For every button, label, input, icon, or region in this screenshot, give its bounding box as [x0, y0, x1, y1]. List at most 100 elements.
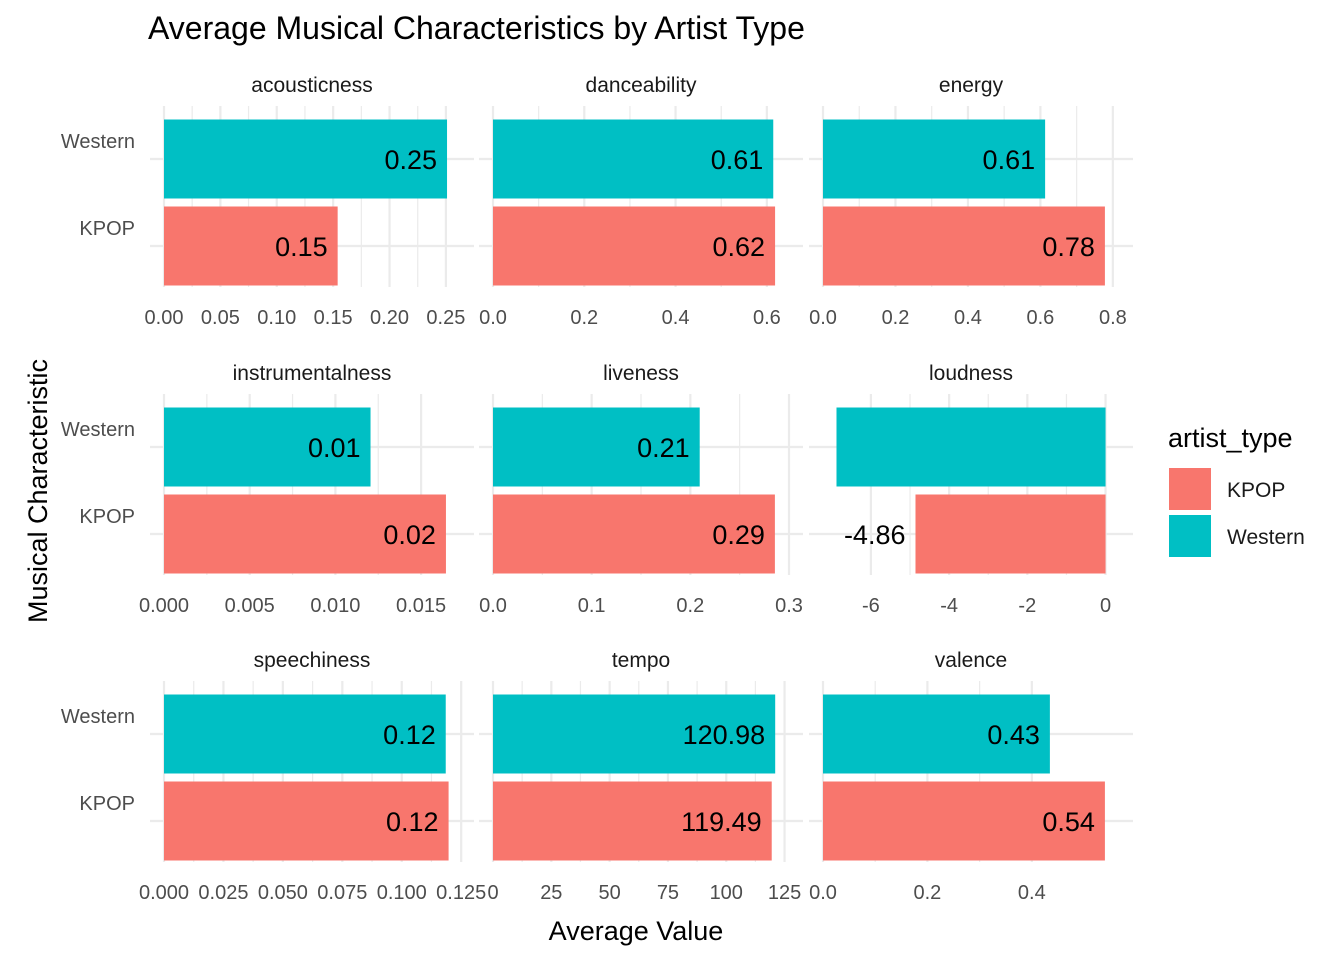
facet-label-acousticness: acousticness — [251, 74, 372, 97]
data-label-danceability-kpop: 0.62 — [713, 232, 766, 262]
x-tick-label-acousticness: 0.25 — [426, 307, 465, 329]
x-tick-label-loudness: -6 — [862, 595, 880, 617]
x-tick-label-danceability: 0.0 — [479, 307, 507, 329]
bar-valence-western — [823, 694, 1050, 774]
y-tick-label-western: Western — [61, 131, 135, 153]
data-label-acousticness-western: 0.25 — [384, 145, 437, 175]
x-tick-label-energy: 0.4 — [954, 307, 982, 329]
legend: artist_type KPOP Western — [1168, 423, 1305, 557]
x-tick-label-danceability: 0.2 — [570, 307, 598, 329]
y-tick-label-western: Western — [61, 706, 135, 728]
x-tick-label-danceability: 0.6 — [753, 307, 781, 329]
x-tick-label-speechiness: 0.075 — [317, 882, 367, 904]
bar-instrumentalness-western — [164, 407, 371, 487]
x-tick-label-loudness: -4 — [940, 595, 958, 617]
x-tick-label-liveness: 0.2 — [676, 595, 704, 617]
data-label-loudness-kpop: -4.86 — [844, 520, 906, 550]
x-tick-label-valence: 0.4 — [1018, 882, 1046, 904]
data-label-acousticness-kpop: 0.15 — [275, 232, 328, 262]
x-tick-label-acousticness: 0.20 — [370, 307, 409, 329]
bar-acousticness-western — [164, 119, 448, 199]
data-label-valence-western: 0.43 — [987, 720, 1040, 750]
facet-label-instrumentalness: instrumentalness — [233, 362, 392, 385]
x-tick-label-liveness: 0.0 — [479, 595, 507, 617]
x-tick-label-loudness: -2 — [1018, 595, 1036, 617]
bar-danceability-kpop — [493, 206, 776, 286]
x-tick-label-danceability: 0.4 — [662, 307, 690, 329]
legend-key-kpop — [1169, 468, 1211, 510]
facet-label-speechiness: speechiness — [254, 649, 371, 672]
data-label-tempo-kpop: 119.49 — [681, 807, 762, 837]
bar-energy-kpop — [823, 206, 1105, 286]
x-tick-label-acousticness: 0.00 — [145, 307, 184, 329]
legend-key-western — [1169, 515, 1211, 557]
chart-title: Average Musical Characteristics by Artis… — [148, 10, 805, 46]
facet-label-valence: valence — [935, 649, 1007, 672]
bar-acousticness-kpop — [164, 206, 338, 286]
data-label-valence-kpop: 0.54 — [1042, 807, 1095, 837]
x-tick-label-speechiness: 0.025 — [198, 882, 248, 904]
facet-label-danceability: danceability — [586, 74, 697, 97]
bar-speechiness-kpop — [164, 781, 449, 861]
x-tick-label-energy: 0.6 — [1027, 307, 1055, 329]
data-label-liveness-kpop: 0.29 — [712, 520, 765, 550]
x-tick-label-loudness: 0 — [1100, 595, 1111, 617]
y-tick-label-kpop: KPOP — [79, 506, 135, 528]
data-label-energy-kpop: 0.78 — [1042, 232, 1095, 262]
legend-label-kpop: KPOP — [1227, 479, 1285, 502]
x-tick-label-energy: 0.8 — [1099, 307, 1127, 329]
x-tick-label-instrumentalness: 0.005 — [225, 595, 275, 617]
legend-label-western: Western — [1227, 526, 1305, 549]
x-tick-label-acousticness: 0.15 — [314, 307, 353, 329]
facet-label-energy: energy — [939, 74, 1004, 97]
data-label-danceability-western: 0.61 — [711, 145, 764, 175]
data-label-instrumentalness-western: 0.01 — [308, 433, 361, 463]
x-tick-label-tempo: 75 — [657, 882, 679, 904]
bar-danceability-western — [493, 119, 774, 199]
x-tick-label-speechiness: 0.100 — [377, 882, 427, 904]
x-tick-label-acousticness: 0.05 — [201, 307, 240, 329]
y-tick-label-kpop: KPOP — [79, 218, 135, 240]
y-axis-title: Musical Characteristic — [23, 359, 53, 623]
x-tick-label-valence: 0.2 — [914, 882, 942, 904]
data-label-tempo-western: 120.98 — [683, 720, 766, 750]
y-tick-label-western: Western — [61, 419, 135, 441]
x-tick-label-instrumentalness: 0.015 — [396, 595, 446, 617]
facet-label-liveness: liveness — [603, 362, 679, 385]
x-tick-label-instrumentalness: 0.010 — [310, 595, 360, 617]
x-tick-label-tempo: 0 — [487, 882, 498, 904]
x-tick-label-tempo: 100 — [710, 882, 743, 904]
x-tick-label-tempo: 25 — [540, 882, 562, 904]
x-tick-label-speechiness: 0.000 — [139, 882, 189, 904]
legend-title: artist_type — [1168, 423, 1293, 453]
bar-liveness-western — [493, 407, 700, 487]
data-label-speechiness-kpop: 0.12 — [386, 807, 439, 837]
x-tick-label-instrumentalness: 0.000 — [139, 595, 189, 617]
x-tick-label-speechiness: 0.125 — [436, 882, 486, 904]
bar-tempo-western — [493, 694, 776, 774]
bar-energy-western — [823, 119, 1046, 199]
x-tick-label-energy: 0.0 — [809, 307, 837, 329]
data-label-energy-western: 0.61 — [983, 145, 1036, 175]
data-label-speechiness-western: 0.12 — [383, 720, 436, 750]
data-label-instrumentalness-kpop: 0.02 — [383, 520, 436, 550]
x-tick-label-liveness: 0.3 — [775, 595, 803, 617]
bar-loudness-kpop — [915, 494, 1106, 574]
bar-loudness-western — [836, 407, 1106, 487]
bar-tempo-kpop — [493, 781, 772, 861]
bar-instrumentalness-kpop — [164, 494, 446, 574]
bar-valence-kpop — [823, 781, 1105, 861]
y-tick-label-kpop: KPOP — [79, 793, 135, 815]
x-tick-label-liveness: 0.1 — [578, 595, 606, 617]
bar-liveness-kpop — [493, 494, 775, 574]
data-label-liveness-western: 0.21 — [637, 433, 690, 463]
x-tick-label-acousticness: 0.10 — [257, 307, 296, 329]
bar-speechiness-western — [164, 694, 446, 774]
x-tick-label-tempo: 125 — [768, 882, 801, 904]
x-tick-label-energy: 0.2 — [882, 307, 910, 329]
facet-label-tempo: tempo — [612, 649, 670, 672]
x-tick-label-valence: 0.0 — [809, 882, 837, 904]
x-axis-title: Average Value — [549, 916, 724, 946]
